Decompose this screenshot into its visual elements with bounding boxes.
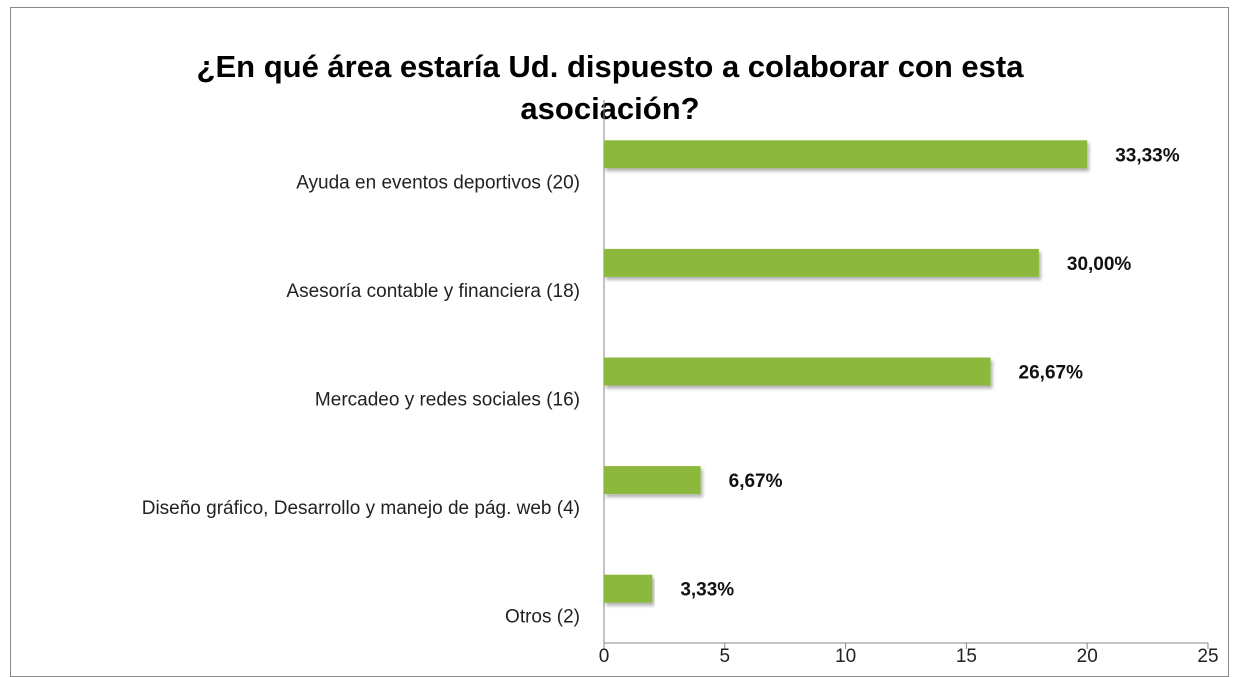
bar	[604, 357, 991, 386]
x-tick-label: 25	[1197, 646, 1218, 667]
y-tick-label: Diseño gráfico, Desarrollo y manejo de p…	[142, 498, 580, 519]
x-tick-label: 15	[956, 646, 977, 667]
value-label: 33,33%	[1115, 145, 1180, 166]
value-label: 26,67%	[1019, 363, 1084, 384]
value-label: 3,33%	[680, 580, 734, 601]
y-tick-label: Ayuda en eventos deportivos (20)	[296, 172, 580, 193]
chart-title: ¿En qué área estaría Ud. dispuesto a col…	[196, 49, 1024, 126]
x-tick-label: 5	[720, 646, 731, 667]
x-tick-label: 10	[835, 646, 856, 667]
bar	[604, 466, 701, 495]
x-tick-label: 20	[1077, 646, 1098, 667]
value-label: 30,00%	[1067, 254, 1132, 275]
y-tick-label: Mercadeo y redes sociales (16)	[315, 390, 580, 411]
x-tick-label: 0	[599, 646, 610, 667]
bar	[604, 574, 653, 603]
bar	[604, 248, 1039, 277]
value-label: 6,67%	[729, 471, 783, 492]
bar	[604, 140, 1088, 169]
y-tick-label: Otros (2)	[505, 607, 580, 628]
y-tick-label: Asesoría contable y financiera (18)	[286, 281, 580, 302]
